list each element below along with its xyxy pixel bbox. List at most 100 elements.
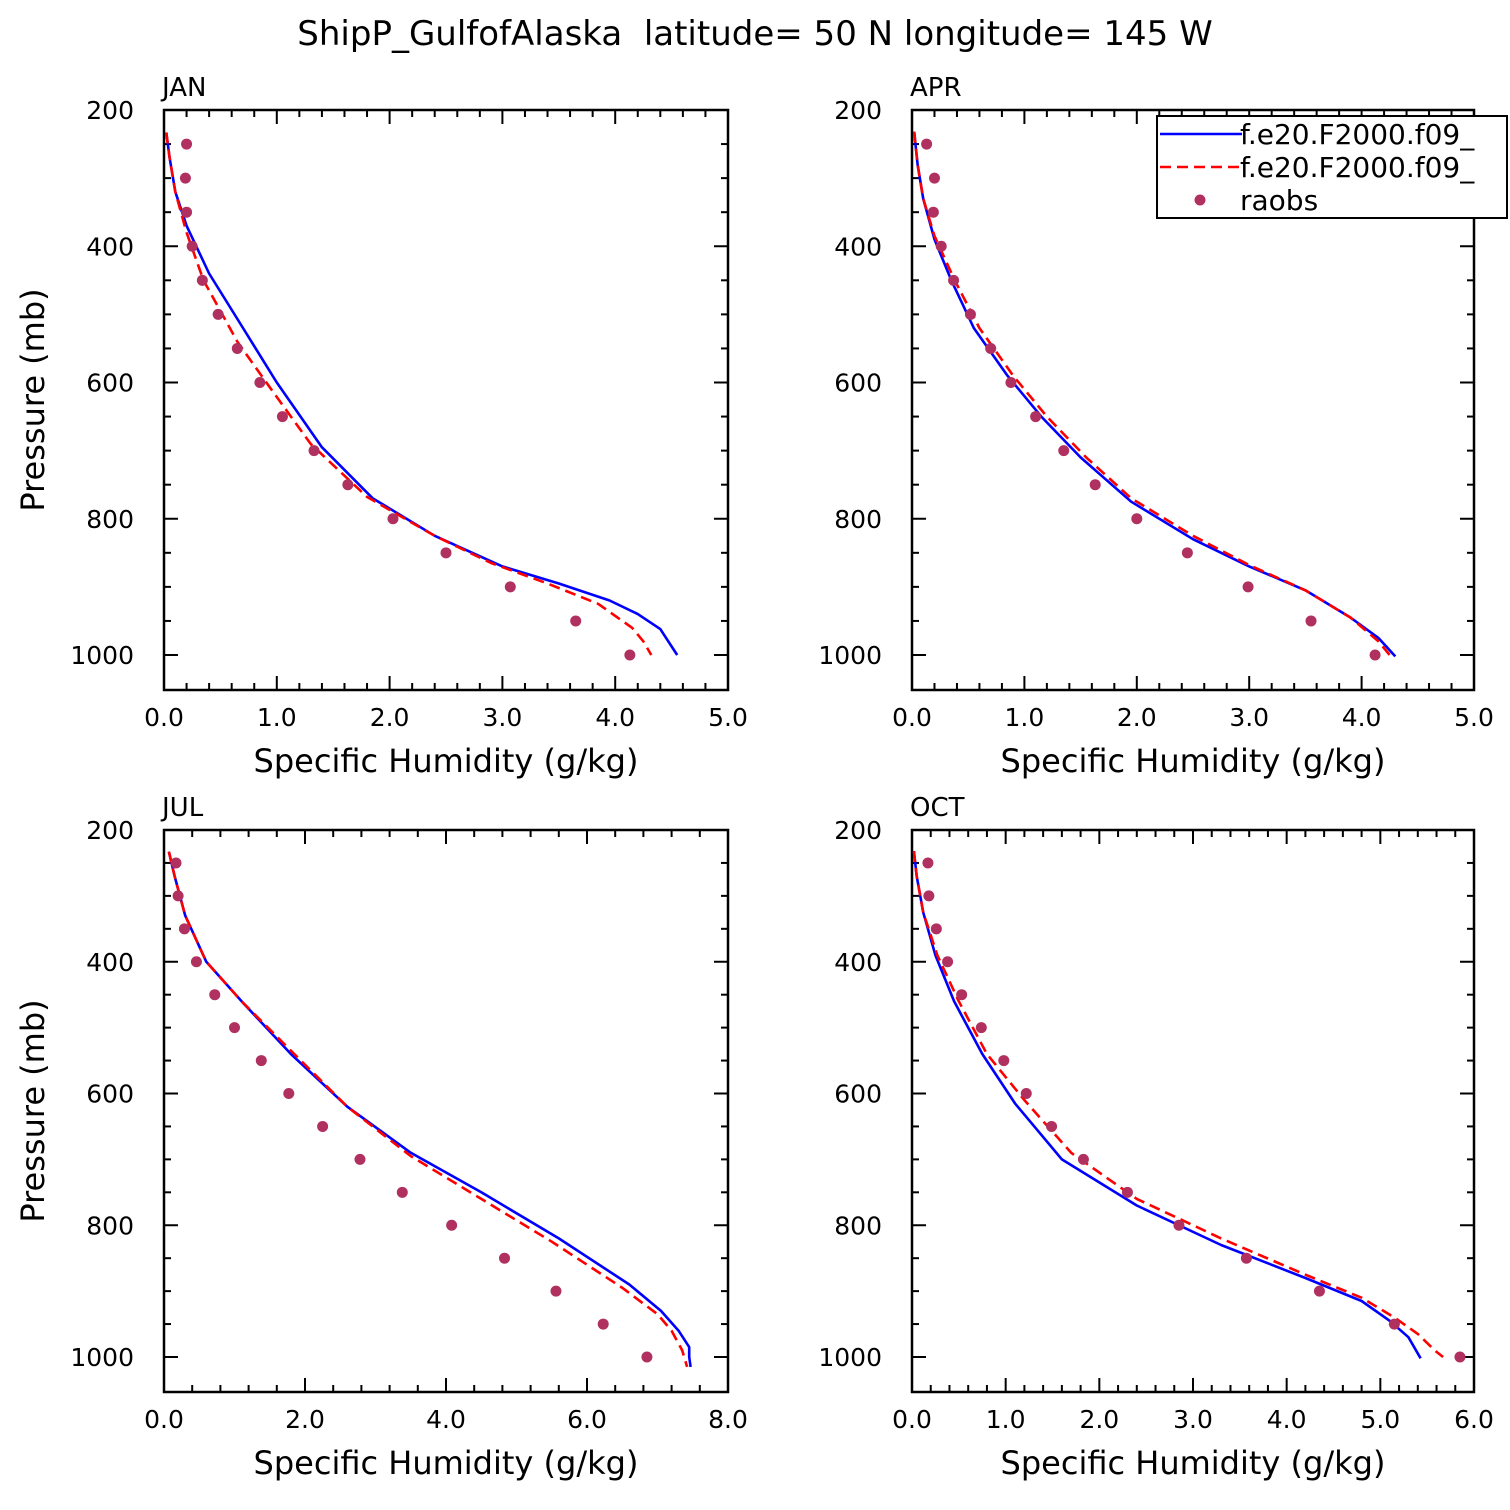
data-point [317,1120,329,1132]
series-model-solid [167,851,692,1368]
y-tick-label: 1000 [818,641,882,670]
data-point [964,308,976,320]
data-point [1240,1252,1252,1264]
data-point [170,857,182,869]
data-point [196,274,208,286]
data-point [1388,1318,1400,1330]
series-model-dashed [912,131,1391,656]
data-point [179,172,191,184]
y-axis-label: Pressure (mb) [14,999,52,1222]
y-tick-label: 600 [834,1080,882,1109]
x-tick-label: 5.0 [1454,703,1494,732]
y-tick-label: 600 [834,369,882,398]
x-tick-label: 2.0 [1117,703,1157,732]
data-point [499,1252,511,1264]
x-tick-label: 3.0 [483,703,523,732]
data-point [1121,1186,1133,1198]
legend-label: raobs [1240,184,1318,217]
data-point [550,1285,562,1297]
panel-label: APR [910,73,962,103]
y-tick-label: 200 [834,96,882,125]
data-point [956,989,968,1001]
data-point [308,445,320,457]
data-point [1020,1088,1032,1099]
data-point [921,138,933,150]
series-raobs [170,857,653,1363]
data-point [942,956,954,968]
data-point [178,923,190,935]
data-point [190,956,202,968]
data-point [446,1219,458,1231]
y-axis-label: Pressure (mb) [14,288,52,511]
series-model-dashed [167,851,689,1368]
x-axis-label: Specific Humidity (g/kg) [1001,742,1386,780]
x-tick-label: 1.0 [257,703,297,732]
data-point [1313,1285,1325,1297]
data-point [1131,513,1143,525]
data-point [1181,547,1193,559]
y-tick-label: 400 [834,232,882,261]
x-axis-label: Specific Humidity (g/kg) [254,742,639,780]
series-line [912,131,1391,656]
series-line [165,132,653,656]
y-tick-label: 600 [86,369,134,398]
data-point [928,172,940,184]
data-point [1005,377,1017,388]
y-tick-label: 200 [86,816,134,845]
legend-item: f.e20.F2000.f09_ [1160,151,1475,184]
panel-jul: JUL 0.0 2.0 4.0 6.0 8.0 200 400 600 800 1000 Specif… [14,793,748,1482]
series-model-solid [165,132,679,656]
panel-label: JUL [160,793,204,823]
legend-label: f.e20.F2000.f09_ [1240,151,1475,184]
data-point [641,1351,653,1363]
data-point [387,513,399,525]
data-point [276,411,288,423]
data-point [1454,1351,1466,1363]
data-point [922,857,934,869]
data-point [1369,649,1381,661]
data-point [342,479,354,491]
x-tick-label: 3.0 [1173,1405,1213,1434]
y-tick-label: 800 [834,505,882,534]
panel-apr: APR 0.0 1.0 2.0 3.0 4.0 5.0 200 400 600 800 1000 Spe… [818,73,1494,780]
data-point [998,1055,1010,1067]
data-point [229,1022,240,1034]
x-tick-label: 1.0 [1005,703,1045,732]
data-point [935,240,947,252]
data-point [1058,445,1070,457]
data-point [624,649,636,661]
y-tick-label: 200 [834,816,882,845]
x-tick-label: 5.0 [1360,1405,1400,1434]
series-line [912,850,1422,1359]
x-tick-label: 2.0 [370,703,410,732]
panels: JAN 0.0 1.0 2.0 3.0 4.0 5.0 200 400 600 800 1000 Spe… [14,73,1508,1482]
x-tick-label: 4.0 [426,1405,466,1434]
x-tick-label: 1.0 [986,1405,1026,1434]
x-tick-label: 2.0 [285,1405,325,1434]
data-point [254,377,266,388]
x-tick-label: 0.0 [144,703,184,732]
data-point [181,206,193,218]
data-point [212,308,224,320]
x-tick-label: 4.0 [595,703,635,732]
series-model-dashed [165,132,653,656]
panel-jan: JAN 0.0 1.0 2.0 3.0 4.0 5.0 200 400 600 800 1000 Spe… [14,73,748,780]
data-point [570,615,582,627]
plot-frame [910,828,1476,1394]
legend-item: raobs [1194,184,1318,217]
panel-label: JAN [160,73,206,103]
y-tick-label: 400 [86,948,134,977]
data-point [927,206,939,218]
series-line [167,851,689,1368]
y-tick-label: 1000 [70,1343,134,1372]
series-model-solid [912,850,1422,1359]
x-tick-label: 0.0 [892,1405,932,1434]
panel-oct: OCT 0.0 1.0 2.0 3.0 4.0 5.0 6.0 200 400 600 800 1000… [818,793,1494,1482]
x-tick-label: 0.0 [892,703,932,732]
y-tick-label: 400 [86,232,134,261]
x-tick-label: 2.0 [1079,1405,1119,1434]
x-tick-label: 0.0 [144,1405,184,1434]
series-raobs [922,857,1466,1363]
data-point [209,989,221,1001]
x-tick-label: 6.0 [1454,1405,1494,1434]
